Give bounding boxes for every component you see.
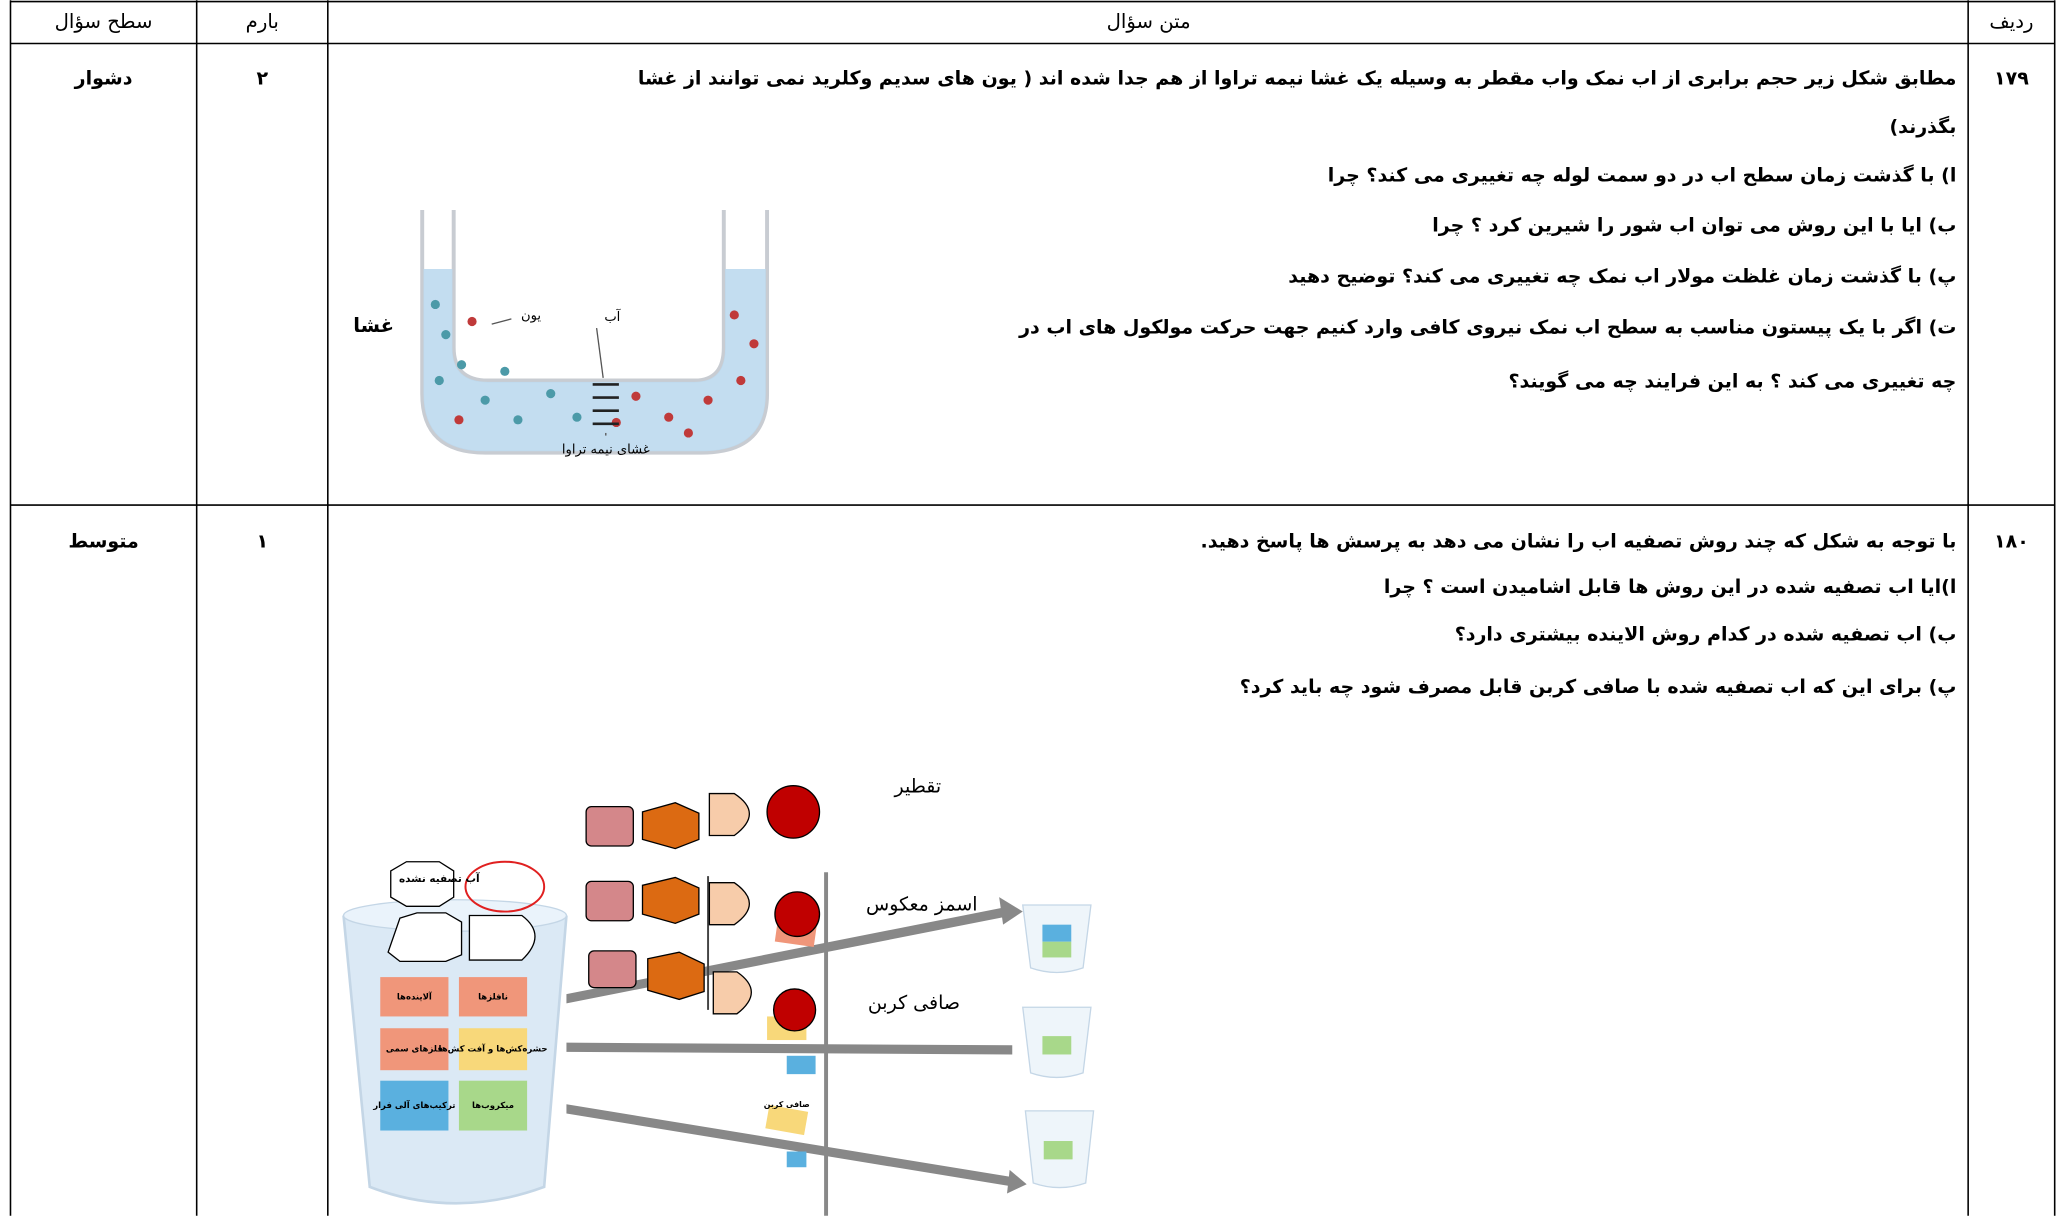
box-label: میکروب‌ها bbox=[472, 1101, 514, 1111]
question-line: چه تغییری می کند ؟ به این فرایند چه می گ… bbox=[1508, 369, 1956, 392]
header: سطح سؤال bbox=[55, 10, 153, 33]
box-label: ترکیب‌های آلی فرار bbox=[372, 1099, 455, 1111]
figure-label: آب تصفیه نشده bbox=[399, 872, 480, 885]
question-line: ا)ایا اب تصفیه شده در این روش ها قابل اش… bbox=[1384, 576, 1956, 598]
row-number: ۱۷۹ bbox=[1994, 67, 2029, 89]
box-label: فلزهای سمی bbox=[386, 1045, 443, 1055]
header: متن سؤال bbox=[1107, 10, 1191, 33]
question-line: بگذرند) bbox=[1889, 115, 1956, 138]
score: ۱ bbox=[256, 530, 268, 552]
header: ردیف bbox=[1989, 10, 2033, 33]
box-label: نافلزها bbox=[478, 992, 508, 1002]
question-line: با توجه به شکل که چند روش تصفیه اب را نش… bbox=[1201, 530, 1957, 552]
u-tube-figure bbox=[420, 210, 770, 455]
figure-label: آب bbox=[604, 308, 621, 325]
question-line: پ) با گذشت زمان غلظت مولار اب نمک چه تغی… bbox=[1288, 264, 1956, 287]
level: دشوار bbox=[74, 67, 133, 89]
header: بارم bbox=[246, 10, 279, 33]
figure-label: غشا bbox=[353, 314, 394, 337]
figure-label: غشای نیمه تراوا bbox=[562, 442, 650, 457]
table-borders bbox=[9, 0, 2056, 1216]
question-line: مطابق شکل زیر حجم برابری از اب نمک واب م… bbox=[638, 67, 1956, 89]
score: ۲ bbox=[256, 67, 268, 89]
box-label: آلاینده‌ها bbox=[397, 990, 433, 1002]
question-line: ب) ایا با این روش می توان اب شور را شیری… bbox=[1432, 214, 1956, 236]
level: متوسط bbox=[68, 530, 138, 552]
question-line: ا) با گذشت زمان سطح اب در دو سمت لوله چه… bbox=[1328, 163, 1957, 186]
question-lines: مطابق شکل زیر حجم برابری از اب نمک واب م… bbox=[638, 67, 1956, 697]
figure-label: صافی کربن bbox=[764, 1100, 810, 1109]
figure-label: تقطیر bbox=[894, 775, 942, 797]
figure-label: صافی کربن bbox=[868, 992, 960, 1014]
purification-figure bbox=[342, 785, 1095, 1216]
question-line: ت) اگر با یک پیستون مناسب به سطح اب نمک … bbox=[1018, 316, 1956, 339]
row-number: ۱۸۰ bbox=[1994, 530, 2029, 552]
figure-label: اسمز معکوس bbox=[866, 893, 978, 915]
box-label: حشره‌کش‌ها و آفت کش‌ها bbox=[439, 1043, 548, 1055]
question-line: پ) برای این که اب تصفیه شده با صافی کربن… bbox=[1240, 676, 1957, 698]
question-line: ب) اب تصفیه شده در کدام روش الاینده بیشت… bbox=[1455, 623, 1957, 645]
figure-label: یون bbox=[521, 309, 541, 324]
